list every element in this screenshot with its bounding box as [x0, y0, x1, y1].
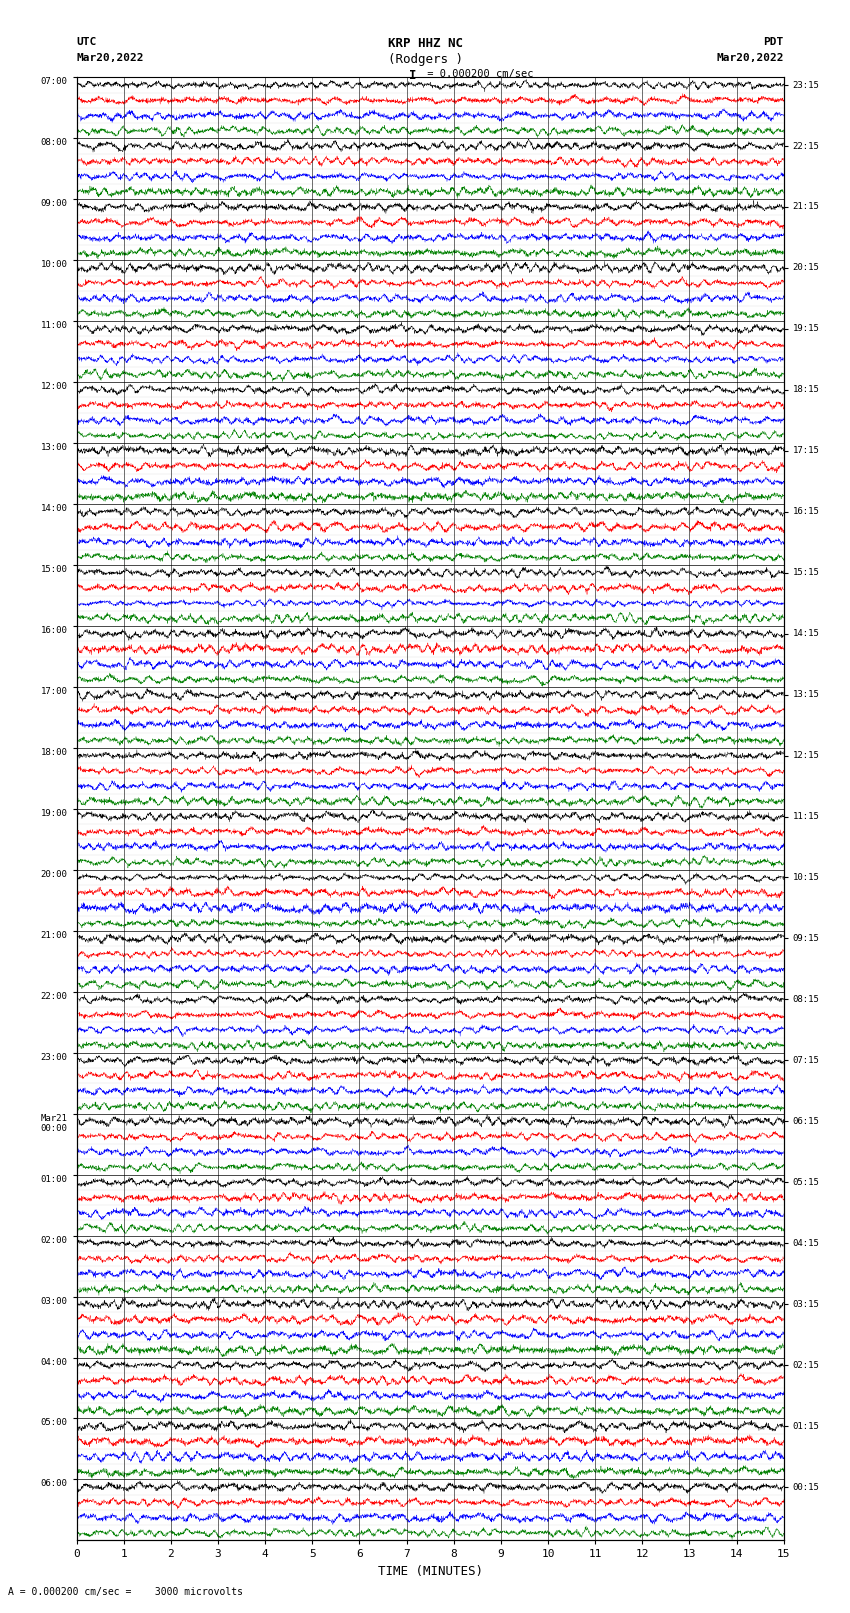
Text: PDT: PDT	[763, 37, 784, 47]
Text: Mar20,2022: Mar20,2022	[717, 53, 784, 63]
X-axis label: TIME (MINUTES): TIME (MINUTES)	[377, 1565, 483, 1578]
Text: UTC: UTC	[76, 37, 97, 47]
Text: Mar20,2022: Mar20,2022	[76, 53, 144, 63]
Text: A = 0.000200 cm/sec =    3000 microvolts: A = 0.000200 cm/sec = 3000 microvolts	[8, 1587, 243, 1597]
Text: KRP HHZ NC: KRP HHZ NC	[388, 37, 462, 50]
Text: I: I	[409, 69, 416, 82]
Text: (Rodgers ): (Rodgers )	[388, 53, 462, 66]
Text: = 0.000200 cm/sec: = 0.000200 cm/sec	[421, 69, 533, 79]
